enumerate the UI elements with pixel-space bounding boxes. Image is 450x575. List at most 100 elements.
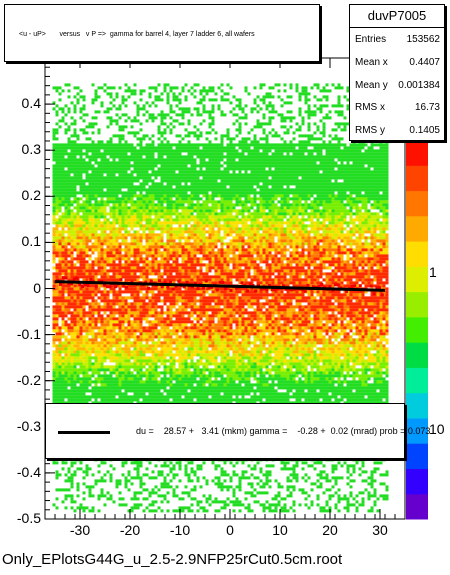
heatmap-cell: [163, 176, 167, 180]
heatmap-cell: [91, 284, 95, 288]
heatmap-cell: [187, 368, 191, 372]
heatmap-cell: [61, 89, 65, 93]
heatmap-cell: [85, 137, 89, 141]
heatmap-cell: [145, 167, 149, 171]
heatmap-cell: [163, 479, 167, 483]
heatmap-cell: [133, 314, 137, 318]
heatmap-cell: [112, 341, 116, 345]
heatmap-cell: [184, 380, 188, 384]
heatmap-cell: [163, 242, 167, 246]
heatmap-cell: [73, 197, 77, 201]
heatmap-cell: [76, 284, 80, 288]
heatmap-cell: [139, 326, 143, 330]
heatmap-cell: [136, 158, 140, 162]
heatmap-cell: [61, 392, 65, 396]
heatmap-cell: [100, 395, 104, 399]
heatmap-cell: [157, 152, 161, 156]
heatmap-cell: [64, 242, 68, 246]
heatmap-cell: [109, 167, 113, 171]
heatmap-cell: [70, 287, 74, 291]
heatmap-cell: [58, 173, 62, 177]
heatmap-cell: [175, 230, 179, 234]
heatmap-cell: [181, 173, 185, 177]
heatmap-cell: [82, 308, 86, 312]
heatmap-cell: [130, 284, 134, 288]
heatmap-cell: [73, 263, 77, 267]
heatmap-cell: [136, 464, 140, 468]
heatmap-cell: [151, 296, 155, 300]
heatmap-cell: [148, 200, 152, 204]
heatmap-cell: [142, 179, 146, 183]
heatmap-cell: [154, 266, 158, 270]
heatmap-cell: [187, 149, 191, 153]
heatmap-cell: [145, 227, 149, 231]
heatmap-cell: [139, 329, 143, 333]
heatmap-cell: [106, 347, 110, 351]
heatmap-cell: [139, 266, 143, 270]
heatmap-cell: [160, 320, 164, 324]
heatmap-cell: [166, 296, 170, 300]
heatmap-cell: [67, 296, 71, 300]
heatmap-cell: [157, 374, 161, 378]
heatmap-cell: [124, 182, 128, 186]
heatmap-cell: [145, 380, 149, 384]
heatmap-cell: [181, 242, 185, 246]
heatmap-cell: [64, 224, 68, 228]
heatmap-cell: [160, 158, 164, 162]
heatmap-cell: [124, 362, 128, 366]
heatmap-cell: [187, 293, 191, 297]
heatmap-cell: [160, 179, 164, 183]
heatmap-cell: [55, 308, 59, 312]
heatmap-cell: [58, 335, 62, 339]
heatmap-cell: [184, 95, 188, 99]
heatmap-cell: [94, 158, 98, 162]
heatmap-cell: [184, 329, 188, 333]
heatmap-cell: [136, 371, 140, 375]
heatmap-cell: [127, 335, 131, 339]
heatmap-cell: [169, 251, 173, 255]
heatmap-cell: [103, 263, 107, 267]
heatmap-cell: [166, 179, 170, 183]
heatmap-cell: [106, 320, 110, 324]
heatmap-cell: [112, 161, 116, 165]
heatmap-cell: [91, 215, 95, 219]
heatmap-cell: [163, 251, 167, 255]
heatmap-cell: [136, 383, 140, 387]
heatmap-cell: [181, 371, 185, 375]
heatmap-cell: [190, 380, 194, 384]
heatmap-cell: [67, 359, 71, 363]
heatmap-cell: [70, 155, 74, 159]
heatmap-cell: [94, 332, 98, 336]
heatmap-cell: [88, 380, 92, 384]
heatmap-cell: [109, 347, 113, 351]
heatmap-cell: [70, 350, 74, 354]
heatmap-cell: [58, 314, 62, 318]
heatmap-cell: [139, 167, 143, 171]
heatmap-cell: [58, 353, 62, 357]
heatmap-cell: [160, 170, 164, 174]
heatmap-cell: [115, 299, 119, 303]
heatmap-cell: [79, 206, 83, 210]
heatmap-cell: [172, 173, 176, 177]
heatmap-cell: [175, 146, 179, 150]
heatmap-cell: [64, 239, 68, 243]
heatmap-cell: [73, 134, 77, 138]
heatmap-cell: [70, 341, 74, 345]
heatmap-cell: [82, 305, 86, 309]
heatmap-cell: [91, 494, 95, 498]
heatmap-cell: [82, 263, 86, 267]
heatmap-cell: [133, 335, 137, 339]
heatmap-cell: [100, 401, 104, 405]
heatmap-cell: [163, 269, 167, 273]
heatmap-cell: [67, 479, 71, 483]
heatmap-cell: [190, 167, 194, 171]
heatmap-cell: [121, 113, 125, 117]
heatmap-cell: [85, 251, 89, 255]
heatmap-cell: [124, 398, 128, 402]
heatmap-cell: [79, 299, 83, 303]
heatmap-cell: [178, 380, 182, 384]
heatmap-cell: [76, 329, 80, 333]
heatmap-cell: [115, 161, 119, 165]
heatmap-cell: [175, 296, 179, 300]
heatmap-cell: [154, 329, 158, 333]
